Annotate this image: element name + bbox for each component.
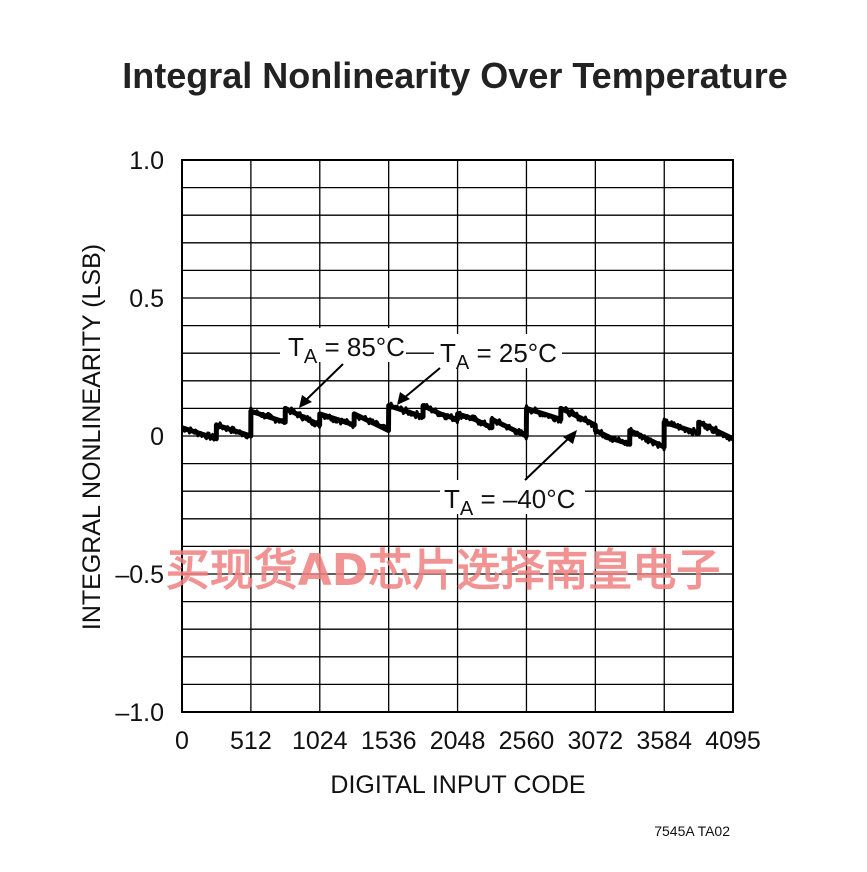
annotation-25c-arrow-line	[403, 367, 441, 399]
series-noise-0	[181, 401, 734, 452]
annotation-25-bg	[434, 334, 562, 368]
x-tick-label: 3584	[636, 727, 692, 755]
annotation-minus40c: TA = –40°C	[444, 484, 575, 520]
figure-footnote: 7545A TA02	[654, 823, 730, 839]
y-tick-label: 1.0	[129, 147, 164, 175]
annotation-m40-bg	[440, 480, 585, 514]
y-tick-labels: 1.0 0.5 0 –0.5 –1.0	[115, 147, 164, 727]
x-tick-label: 4095	[705, 727, 761, 755]
y-axis-label: INTEGRAL NONLINEARITY (LSB)	[78, 244, 106, 630]
x-tick-labels: 0 512 1024 1536 2048 2560 3072 3584 4095	[175, 727, 761, 755]
annotation-85-bg	[280, 328, 406, 362]
watermark-text: 买现货AD芯片选择南皇电子	[166, 545, 721, 596]
series-group	[181, 401, 735, 452]
annotation-minus40c-arrowhead	[563, 430, 577, 444]
x-tick-label: 512	[230, 727, 272, 755]
y-tick-label: 0	[150, 423, 164, 451]
x-tick-label: 2560	[499, 727, 555, 755]
annotation-85c-arrow-line	[304, 363, 344, 402]
x-tick-label: 2048	[430, 727, 486, 755]
annotation-25c: TA = 25°C	[440, 338, 557, 374]
x-axis-label: DIGITAL INPUT CODE	[330, 771, 585, 799]
annotation-minus40c-arrow-line	[524, 436, 571, 481]
grid	[181, 159, 734, 713]
y-tick-label: –0.5	[115, 561, 164, 589]
y-tick-label: 0.5	[129, 285, 164, 313]
y-tick-label: –1.0	[115, 699, 164, 727]
annotation-85c-arrowhead	[299, 395, 312, 408]
chart-title: Integral Nonlinearity Over Temperature	[122, 55, 788, 96]
x-tick-label: 3072	[568, 727, 624, 755]
annotation-85c: TA = 85°C	[288, 332, 405, 368]
x-tick-label: 1024	[292, 727, 348, 755]
x-tick-label: 0	[175, 727, 189, 755]
annotation-25c-arrowhead	[397, 392, 410, 405]
x-tick-label: 1536	[361, 727, 417, 755]
